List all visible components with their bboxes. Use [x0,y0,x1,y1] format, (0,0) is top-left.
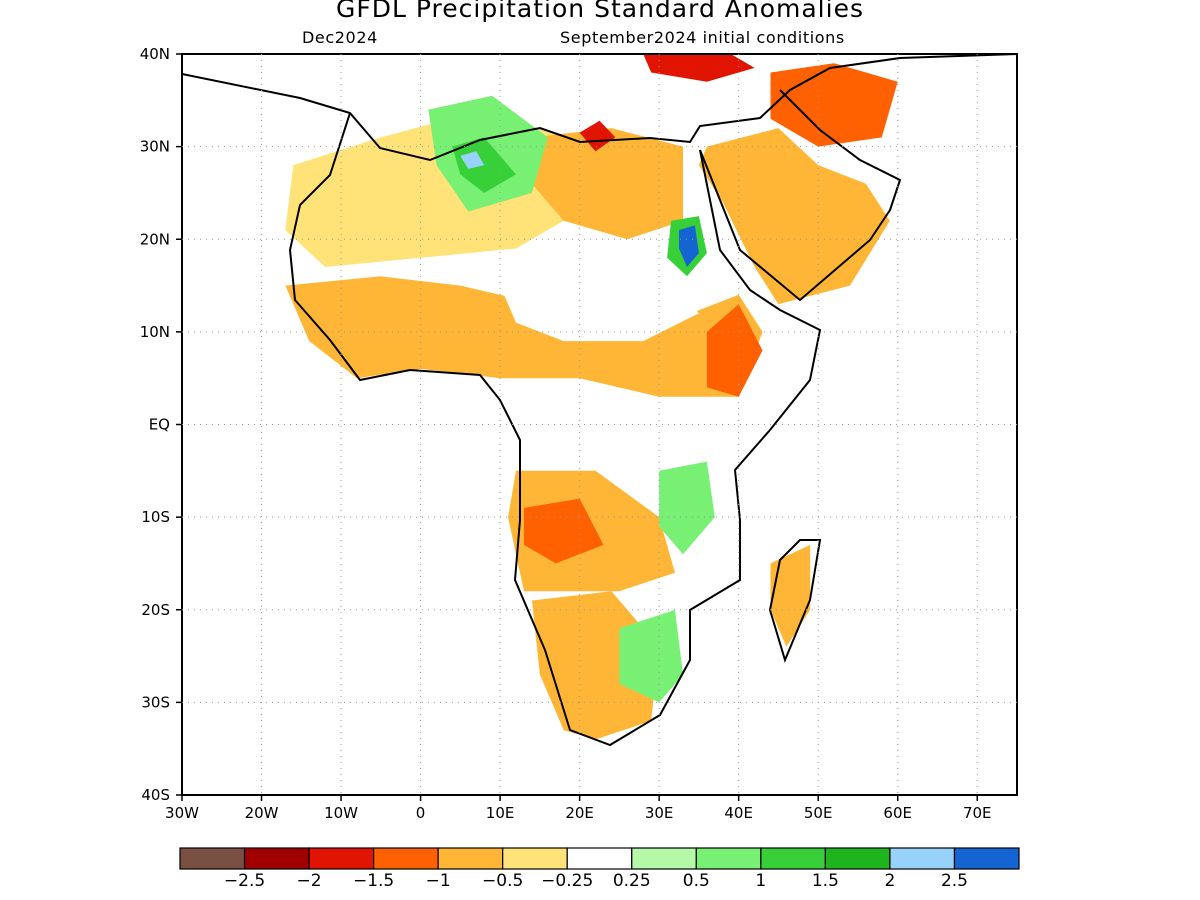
x-tick-label: 30E [645,804,674,822]
x-tick-label: 0 [416,804,426,822]
colorbar-label: 1 [755,871,766,891]
x-tick-label: 40E [724,804,753,822]
colorbar-swatch [502,847,568,870]
axis-ticks [176,53,978,801]
anomaly-region-7 [679,225,699,267]
initial-conditions-label: September2024 initial conditions [560,28,845,47]
colorbar [179,847,1020,870]
anomaly-region-17 [619,609,683,703]
x-tick-label: 20W [245,804,279,822]
x-tick-label: 60E [883,804,912,822]
x-tick-label: 30W [165,804,199,822]
x-tick-label: 10E [486,804,515,822]
anomaly-region-10 [706,304,763,397]
anomaly-regions [285,54,898,740]
map-layer [182,54,1017,747]
y-tick-label: 20N [140,230,170,248]
x-tick-label: 70E [963,804,992,822]
anomaly-region-9 [500,267,699,342]
colorbar-label: −0.5 [482,871,523,891]
colorbar-label: 2.5 [941,871,968,891]
colorbar-swatch [373,847,439,870]
colorbar-label: 2 [885,871,896,891]
anomaly-region-18 [659,461,715,555]
anomaly-region-4 [452,137,516,193]
colorbar-label: −2.5 [224,871,265,891]
y-tick-label: 40S [141,786,170,804]
y-tick-label: 30N [140,138,170,156]
anomaly-region-12 [770,63,898,147]
anomaly-region-2 [579,120,616,152]
y-tick-label: EQ [149,416,170,434]
x-tick-label: 50E [804,804,833,822]
anomaly-region-15 [524,498,604,564]
x-tick-label: 10W [324,804,358,822]
forecast-month: Dec2024 [302,28,378,47]
colorbar-swatch [889,847,956,870]
y-tick-label: 10S [141,508,170,526]
anomaly-region-11 [698,128,890,305]
latitude-labels: 40N 30N 20N 10N EQ 10S 20S 30S 40S [140,45,170,804]
y-tick-label: 20S [141,601,170,619]
colorbar-labels: −2.5 −2 −1.5 −1 −0.5 −0.25 0.25 0.5 1 1.5 2 2.5 [224,871,968,891]
longitude-labels: 30W 20W 10W 0 10E 20E 30E 40E 50E 60E 70E [165,804,991,822]
map-title: GFDL Precipitation Standard Anomalies [336,0,864,23]
colorbar-swatch [179,847,246,870]
coastline [182,54,1017,747]
colorbar-swatch [243,847,310,870]
colorbar-label: −1 [426,871,451,891]
colorbar-label: 0.5 [683,871,710,891]
colorbar-label: 0.25 [613,871,651,891]
colorbar-label: 1.5 [812,871,839,891]
anomaly-region-13 [643,54,755,82]
x-tick-label: 20E [565,804,594,822]
colorbar-swatch [566,847,633,870]
colorbar-label: −0.25 [541,871,593,891]
colorbar-label: −2 [297,871,322,891]
y-tick-label: 30S [141,693,170,711]
colorbar-swatch [437,847,504,870]
y-tick-label: 40N [140,45,170,63]
colorbar-swatch [308,847,375,870]
colorbar-swatch [695,847,762,870]
colorbar-swatch [953,847,1020,870]
colorbar-swatch [824,847,891,870]
colorbar-swatch [631,847,697,870]
colorbar-label: −1.5 [353,871,394,891]
y-tick-label: 10N [140,323,170,341]
anomaly-region-1 [531,128,683,240]
colorbar-swatch [760,847,826,870]
anomaly-region-5 [460,151,485,169]
anomaly-region-8 [285,276,763,397]
